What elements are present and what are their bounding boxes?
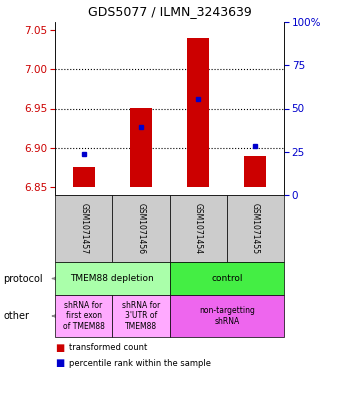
- Text: GSM1071454: GSM1071454: [193, 203, 203, 254]
- Text: shRNA for
first exon
of TMEM88: shRNA for first exon of TMEM88: [63, 301, 105, 331]
- Bar: [244, 156, 266, 187]
- Bar: [73, 167, 95, 187]
- Text: transformed count: transformed count: [69, 343, 147, 353]
- Text: percentile rank within the sample: percentile rank within the sample: [69, 358, 210, 367]
- Text: GSM1071456: GSM1071456: [136, 203, 146, 254]
- Text: ■: ■: [55, 343, 64, 353]
- Text: protocol: protocol: [3, 274, 43, 283]
- Text: control: control: [211, 274, 242, 283]
- Text: GDS5077 / ILMN_3243639: GDS5077 / ILMN_3243639: [88, 5, 252, 18]
- Text: GSM1071455: GSM1071455: [251, 203, 260, 254]
- Text: non-targetting
shRNA: non-targetting shRNA: [199, 306, 255, 326]
- Bar: [187, 38, 209, 187]
- Text: shRNA for
3'UTR of
TMEM88: shRNA for 3'UTR of TMEM88: [122, 301, 160, 331]
- Text: TMEM88 depletion: TMEM88 depletion: [70, 274, 154, 283]
- Text: other: other: [3, 311, 29, 321]
- Bar: [130, 108, 152, 187]
- Text: GSM1071457: GSM1071457: [79, 203, 88, 254]
- Text: ■: ■: [55, 358, 64, 368]
